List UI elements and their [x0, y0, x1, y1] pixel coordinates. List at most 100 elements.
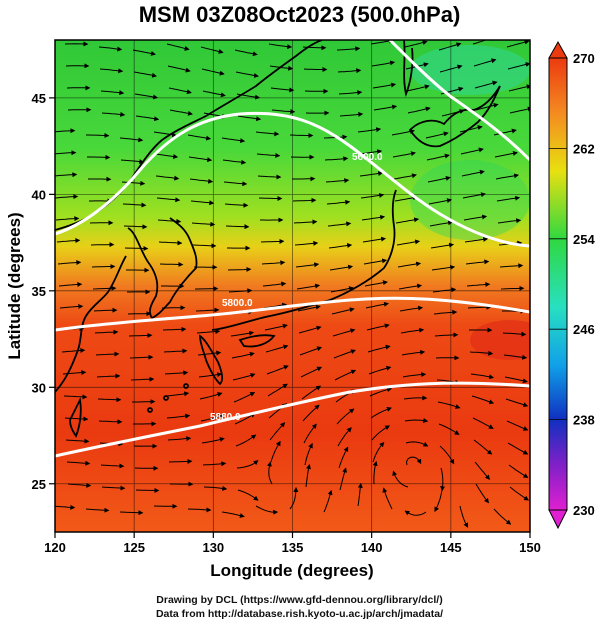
streamline [425, 131, 449, 139]
streamline [467, 304, 492, 310]
footer-data-source: Data from http://database.rish.kyoto-u.a… [155, 608, 444, 620]
streamline [55, 150, 77, 156]
streamline [372, 441, 385, 463]
streamline [261, 260, 286, 266]
streamline [289, 133, 314, 138]
colorbar-bottom-arrow [548, 509, 568, 530]
streamline [301, 385, 322, 400]
y-axis: 25 30 35 40 45 [32, 91, 55, 492]
streamline [493, 508, 512, 525]
streamline [461, 169, 485, 177]
streamline [198, 372, 223, 378]
contour-5800 [55, 296, 530, 332]
streamline [360, 192, 385, 199]
streamline [475, 483, 490, 504]
streamline [334, 369, 357, 381]
colorbar-tick-label: 262 [573, 141, 595, 156]
streamline [499, 263, 524, 269]
streamline [265, 344, 289, 353]
streamline [63, 394, 88, 400]
streamline [401, 349, 426, 356]
streamline [474, 461, 491, 480]
streamline [404, 510, 427, 516]
streamline [202, 461, 227, 467]
streamline [504, 376, 528, 384]
streamline [471, 395, 495, 405]
streamline [503, 354, 528, 360]
streamline [92, 285, 117, 291]
streamline [202, 90, 226, 98]
streamline [328, 243, 353, 249]
colorbar: 270 262 254 246 238 230 [548, 40, 595, 530]
wind-streamlines [55, 40, 530, 528]
streamline [327, 221, 352, 227]
streamline [235, 71, 259, 78]
streamline [289, 486, 299, 510]
streamline [372, 82, 397, 89]
streamline [475, 102, 499, 111]
streamline [303, 67, 328, 72]
coastlines [55, 40, 501, 438]
streamline [405, 441, 429, 447]
streamline [159, 261, 184, 267]
streamline [404, 418, 429, 423]
streamline [493, 128, 517, 136]
streamline [130, 376, 155, 382]
streamline [256, 152, 281, 158]
streamline [495, 173, 520, 180]
streamline [95, 351, 120, 357]
streamline [119, 137, 144, 143]
streamline [323, 489, 333, 513]
colorbar-tick-label: 230 [573, 503, 595, 518]
streamline [164, 370, 189, 376]
streamline [67, 482, 92, 488]
streamline [269, 422, 286, 441]
streamline [359, 171, 384, 177]
streamline [201, 437, 225, 444]
streamline [133, 71, 157, 78]
streamline [366, 323, 390, 331]
streamline [339, 111, 364, 117]
streamline [101, 485, 126, 491]
streamline [363, 258, 388, 265]
streamline [434, 332, 459, 338]
streamline [382, 487, 393, 510]
streamline [121, 180, 146, 186]
streamline [494, 150, 518, 158]
streamline [509, 486, 530, 501]
x-tick-label: 135 [282, 540, 304, 555]
streamline [97, 397, 122, 403]
streamline [326, 199, 351, 205]
colorbar-tick-label: 270 [573, 51, 595, 66]
streamline [156, 197, 181, 203]
streamline [100, 90, 125, 96]
streamline [129, 354, 154, 360]
streamline [221, 511, 245, 518]
streamline [506, 40, 530, 48]
streamline [298, 325, 322, 334]
streamline [439, 64, 463, 73]
colorbar-top-arrow [548, 40, 568, 59]
streamline [62, 370, 87, 376]
streamline [237, 115, 262, 122]
streamline [266, 365, 289, 375]
streamline [331, 307, 355, 315]
streamline [257, 174, 282, 180]
streamline [224, 202, 249, 208]
y-tick-label: 25 [32, 477, 46, 492]
streamline [303, 423, 317, 444]
streamline [296, 283, 321, 290]
colorbar-tick-label: 238 [573, 413, 595, 428]
colorbar-tick-label: 246 [573, 322, 595, 337]
streamline [337, 427, 352, 447]
streamline [506, 420, 529, 431]
streamline [332, 328, 356, 337]
streamline [508, 84, 530, 92]
streamline [325, 178, 350, 184]
streamline [127, 311, 152, 317]
contour-5880 [55, 381, 530, 458]
streamline [258, 196, 283, 201]
streamline [122, 202, 147, 208]
streamline [235, 434, 257, 447]
